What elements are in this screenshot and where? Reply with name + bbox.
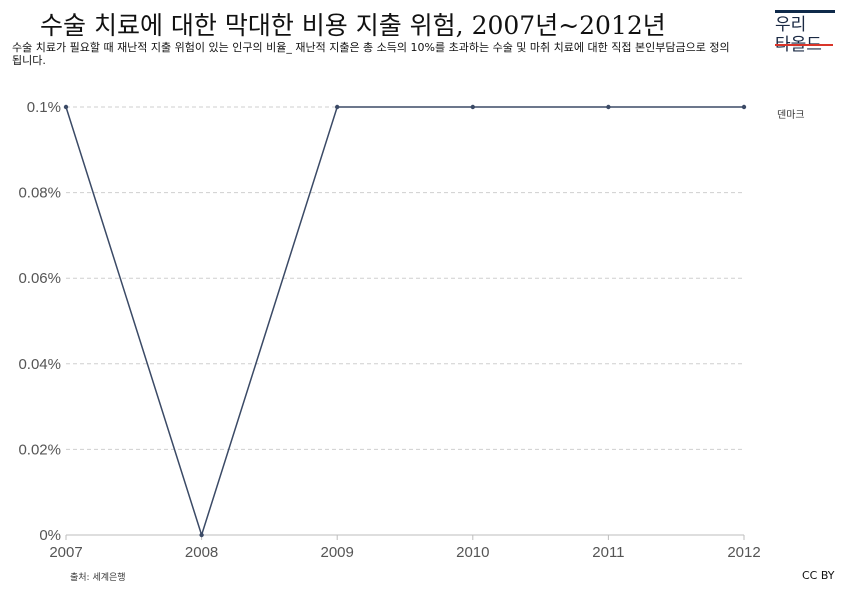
x-axis-ticks: 2007 2008 2009 2010 2011 2012 xyxy=(49,535,761,561)
x-tick-label: 2009 xyxy=(321,544,354,561)
logo-bar xyxy=(775,10,835,13)
logo-line-1: 우리 xyxy=(775,15,807,35)
x-tick-label: 2007 xyxy=(49,544,82,561)
data-point[interactable] xyxy=(199,532,204,538)
y-tick-label: 0.06% xyxy=(18,270,61,287)
logo-line-2: 타올드 xyxy=(775,35,835,55)
grid-lines xyxy=(66,106,744,450)
license-link[interactable]: CC BY xyxy=(802,569,835,582)
series-line-denmark[interactable] xyxy=(65,106,744,538)
data-point[interactable] xyxy=(63,104,69,110)
chart-title: 수술 치료에 대한 막대한 비용 지출 위험, 2007년~2012년 xyxy=(40,11,666,40)
series-label-denmark[interactable]: 덴마크 xyxy=(777,110,805,121)
our-world-in-data-logo[interactable]: 우리 타올드 xyxy=(775,10,835,55)
source-note: 출처: 세계은행 xyxy=(70,573,126,583)
y-tick-label: 0.08% xyxy=(18,185,61,202)
x-tick-label: 2010 xyxy=(456,544,489,561)
y-axis-ticks: 0% 0.02% 0.04% 0.06% 0.08% 0.1% xyxy=(18,99,61,544)
y-tick-label: 0.04% xyxy=(18,356,61,373)
x-tick-label: 2012 xyxy=(727,544,760,561)
data-point[interactable] xyxy=(741,104,747,110)
data-point[interactable] xyxy=(606,104,611,110)
chart-subtitle: 수술 치료가 필요할 때 재난적 지출 위험이 있는 인구의 비율_ 재난적 지… xyxy=(12,41,730,67)
y-tick-label: 0% xyxy=(39,527,61,544)
y-tick-label: 0.1% xyxy=(27,99,61,116)
x-tick-label: 2011 xyxy=(592,544,624,561)
data-point[interactable] xyxy=(470,104,475,110)
x-tick-label: 2008 xyxy=(185,544,218,561)
logo-underline xyxy=(775,44,833,46)
data-point[interactable] xyxy=(335,104,340,110)
series-points xyxy=(63,104,747,538)
y-tick-label: 0.02% xyxy=(18,441,61,458)
